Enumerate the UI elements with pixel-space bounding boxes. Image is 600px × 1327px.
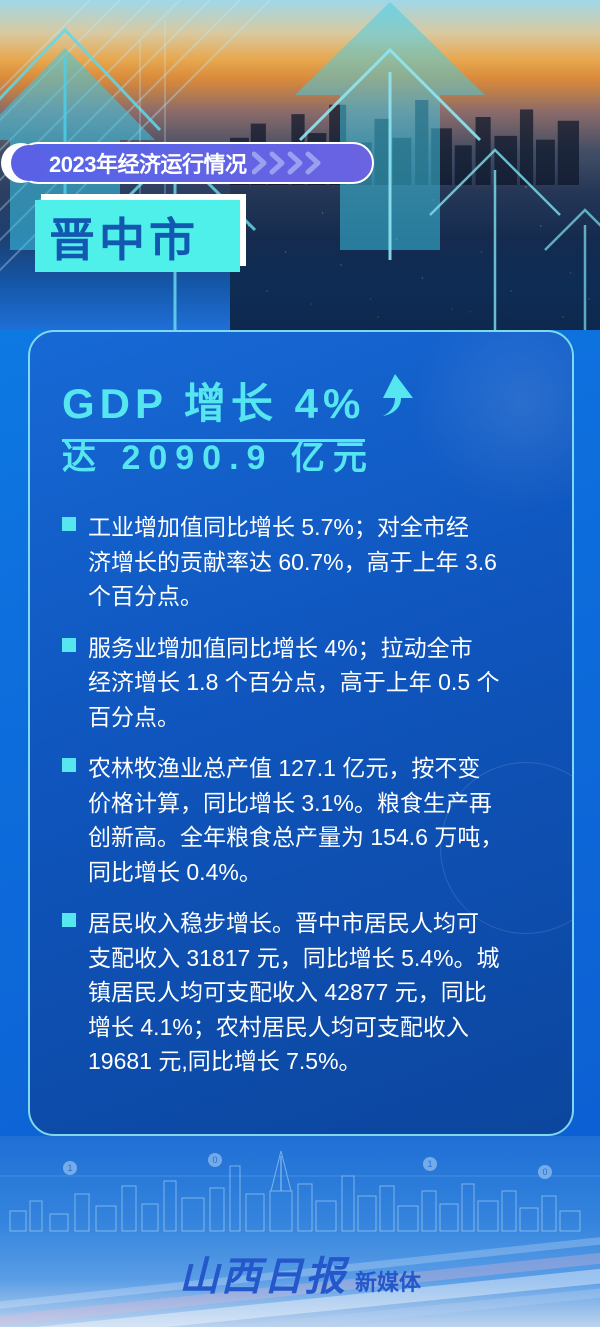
svg-text:0: 0 <box>212 1155 217 1165</box>
svg-text:0: 0 <box>542 1167 547 1177</box>
svg-text:1: 1 <box>427 1159 432 1169</box>
svg-text:1: 1 <box>67 1163 72 1173</box>
